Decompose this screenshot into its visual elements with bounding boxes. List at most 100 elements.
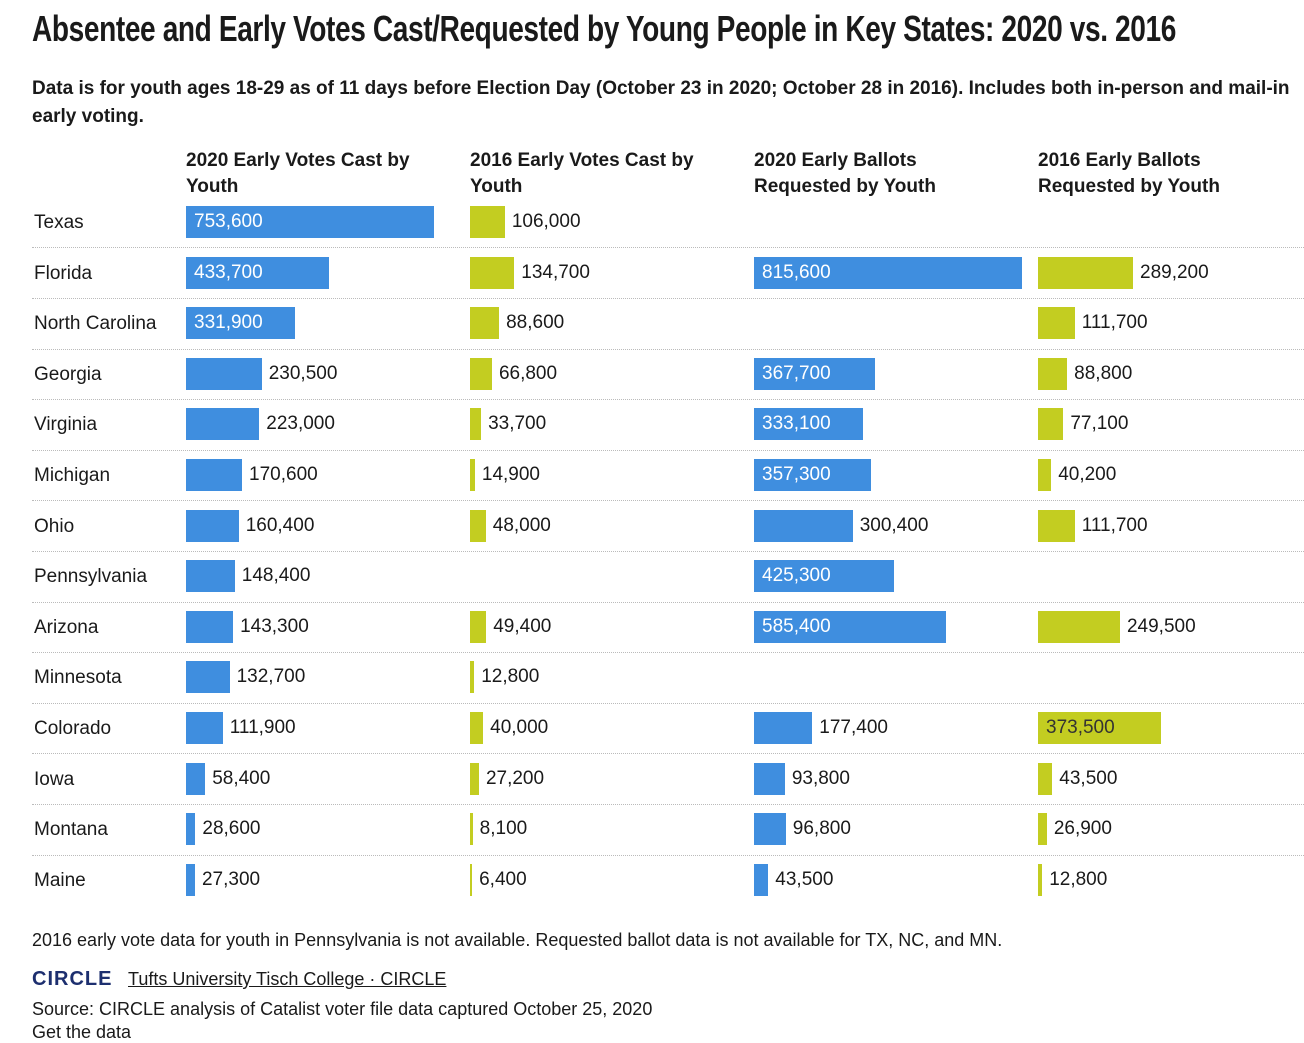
bar <box>1038 357 1068 390</box>
bar <box>754 256 1022 289</box>
bar <box>470 863 473 896</box>
bar <box>1038 509 1075 542</box>
bar <box>186 459 243 491</box>
bar <box>470 813 473 846</box>
value-label: 132,700 <box>236 666 306 688</box>
bar <box>470 509 486 542</box>
value-label: 88,600 <box>506 312 565 334</box>
value-label: 66,800 <box>498 362 558 384</box>
row-label: Texas <box>34 212 84 233</box>
bar <box>470 256 515 289</box>
row-label: Ohio <box>34 515 75 537</box>
value-label: 48,000 <box>492 514 551 536</box>
value-label: 27,300 <box>201 868 261 890</box>
chart-title: Absentee and Early Votes Cast/Requested … <box>32 8 1176 49</box>
value-label: 33,700 <box>488 413 547 435</box>
value-label: 134,700 <box>521 261 590 283</box>
byline-link[interactable]: Tufts University Tisch College · CIRCLE <box>128 969 447 989</box>
value-label: 367,700 <box>762 362 831 384</box>
bar <box>754 408 864 441</box>
row-separator <box>32 449 1304 451</box>
bar <box>186 307 296 340</box>
bar <box>186 357 262 390</box>
value-label: 58,400 <box>212 767 271 789</box>
bar <box>754 863 769 896</box>
value-label: 6,400 <box>479 868 527 890</box>
value-label: 12,800 <box>481 666 540 688</box>
row-label: Iowa <box>34 768 75 790</box>
bar <box>470 357 492 390</box>
column-header: 2020 Early Ballots Requested by Youth <box>754 150 936 197</box>
bar <box>186 712 223 744</box>
value-label: 230,500 <box>268 362 338 384</box>
value-label: 27,200 <box>485 767 545 789</box>
value-label: 143,300 <box>240 615 309 637</box>
value-label: 106,000 <box>511 211 581 232</box>
bar <box>754 712 813 744</box>
value-label: 249,500 <box>1126 615 1196 637</box>
bar <box>754 610 947 643</box>
column-header: 2016 Early Ballots Requested by Youth <box>1038 150 1220 197</box>
value-label: 111,700 <box>1081 312 1148 334</box>
value-label: 753,600 <box>194 211 263 232</box>
value-label: 373,500 <box>1046 717 1115 738</box>
bar <box>470 661 475 694</box>
row-label: Florida <box>34 262 93 284</box>
value-label: 12,800 <box>1049 868 1108 890</box>
value-label: 357,300 <box>762 464 831 485</box>
value-label: 148,400 <box>241 565 311 587</box>
value-label: 223,000 <box>266 413 335 435</box>
bar <box>1038 459 1052 491</box>
bar <box>754 813 786 846</box>
value-label: 77,100 <box>1070 413 1129 435</box>
row-label: Maine <box>34 869 86 891</box>
value-label: 14,900 <box>481 464 541 485</box>
value-label: 40,200 <box>1058 464 1117 485</box>
bar <box>754 459 872 491</box>
footnote: 2016 early vote data for youth in Pennsy… <box>32 930 1003 950</box>
logo: CIRCLE <box>32 968 113 990</box>
row-label: Minnesota <box>34 667 122 689</box>
bar <box>1038 762 1053 795</box>
value-label: 331,900 <box>194 312 263 334</box>
value-label: 88,800 <box>1074 362 1133 384</box>
bar <box>1038 712 1161 744</box>
bar <box>1038 256 1134 289</box>
bar <box>1038 307 1075 340</box>
bar <box>1038 863 1043 896</box>
value-label: 43,500 <box>1059 767 1118 789</box>
row-separator <box>32 854 1304 856</box>
row-label: Michigan <box>34 465 111 486</box>
row-separator <box>32 399 1304 401</box>
value-label: 93,800 <box>791 767 850 789</box>
bar <box>186 408 260 441</box>
bar <box>1038 813 1047 846</box>
bar <box>1038 610 1120 643</box>
value-label: 425,300 <box>762 565 831 587</box>
value-label: 43,500 <box>775 868 834 890</box>
row-separator <box>32 803 1304 805</box>
bar <box>470 206 505 238</box>
row-separator <box>32 500 1304 502</box>
row-label: North Carolina <box>34 313 157 335</box>
value-label: 289,200 <box>1140 261 1209 283</box>
row-separator <box>32 601 1304 603</box>
bar <box>470 307 500 340</box>
bar <box>754 560 894 593</box>
row-separator <box>32 247 1304 249</box>
value-label: 170,600 <box>249 464 318 485</box>
get-data-link[interactable]: Get the data <box>32 1022 132 1042</box>
value-label: 49,400 <box>493 615 552 637</box>
source: Source: CIRCLE analysis of Catalist vote… <box>32 999 653 1019</box>
row-label: Arizona <box>34 616 99 638</box>
bar <box>470 610 487 643</box>
bar <box>754 509 853 542</box>
value-label: 300,400 <box>859 514 929 536</box>
row-separator <box>32 348 1304 350</box>
value-label: 111,700 <box>1081 514 1148 536</box>
bar <box>470 712 484 744</box>
bar <box>186 863 195 896</box>
value-label: 333,100 <box>762 413 831 435</box>
bar <box>186 206 434 238</box>
